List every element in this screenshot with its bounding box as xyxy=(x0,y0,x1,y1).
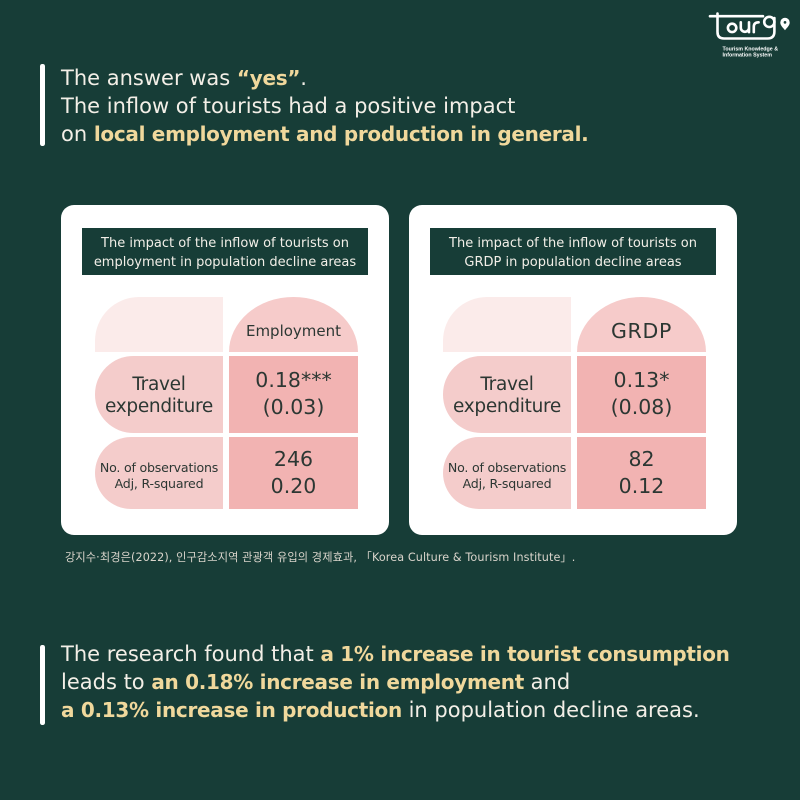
grdp-table-card: The impact of the inflow of tourists on … xyxy=(409,205,737,535)
intro-line-3: on local employment and production in ge… xyxy=(61,120,589,148)
text-segment: The research found that xyxy=(61,642,321,666)
cell-line: (0.03) xyxy=(262,395,325,420)
conclusion-line-2: leads to an 0.18% increase in employment… xyxy=(61,668,730,696)
cell-line: 0.20 xyxy=(270,473,317,498)
conclusion-line-1: The research found that a 1% increase in… xyxy=(61,640,730,668)
cell-line: 0.13* xyxy=(613,368,670,393)
cell-line: Travel xyxy=(480,373,534,395)
cell-line: expenditure xyxy=(105,395,213,417)
text-segment: The inflow of tourists had a positive im… xyxy=(61,94,516,118)
employment-row1-label-cell: Travel expenditure xyxy=(95,356,223,433)
employment-table-title: The impact of the inflow of tourists on … xyxy=(82,228,368,275)
cell-line: Adj, R-squared xyxy=(114,476,204,492)
grdp-column-header-cell: GRDP xyxy=(577,297,706,352)
text-segment: leads to xyxy=(61,670,152,694)
tour9-logo: Tourism Knowledge & Information System xyxy=(695,2,795,60)
cell-line: No. of observations xyxy=(447,459,567,475)
employment-table-corner-cell xyxy=(95,297,223,352)
conclusion-line-3: a 0.13% increase in production in popula… xyxy=(61,696,730,724)
cell-line: Travel xyxy=(132,373,186,395)
grdp-row1-value-cell: 0.13* (0.08) xyxy=(577,356,706,433)
tour9-wordmark xyxy=(708,12,776,40)
cell-line: 246 xyxy=(273,446,314,471)
grdp-row2-label-cell: No. of observations Adj, R-squared xyxy=(443,436,571,509)
text-segment: . xyxy=(300,66,307,90)
text-segment: on xyxy=(61,122,94,146)
employment-table-card: The impact of the inflow of tourists on … xyxy=(61,205,389,535)
employment-column-header-cell: Employment xyxy=(229,297,358,352)
cell-line: (0.08) xyxy=(610,395,673,420)
citation: 강지수·최경은(2022), 인구감소지역 관광객 유입의 경제효과, 「Kor… xyxy=(65,551,576,564)
employment-row2-label-cell: No. of observations Adj, R-squared xyxy=(95,436,223,509)
grdp-row1-label-cell: Travel expenditure xyxy=(443,356,571,433)
highlighted-text: an 0.18% increase in employment xyxy=(151,670,524,694)
cell-line: 82 xyxy=(628,446,655,471)
conclusion-accent-bar xyxy=(40,645,45,725)
logo-tagline-line2: Information System xyxy=(723,53,773,59)
text-segment: and xyxy=(524,670,571,694)
cell-line: 0.12 xyxy=(618,473,665,498)
location-pin-hole xyxy=(783,21,787,24)
highlighted-text: local employment and production in gener… xyxy=(93,122,589,146)
highlighted-text: a 1% increase in tourist consumption xyxy=(320,642,730,666)
location-pin-icon xyxy=(780,17,790,31)
text-segment: in population decline areas. xyxy=(401,698,700,722)
cell-line: Adj, R-squared xyxy=(462,476,552,492)
cell-line: 0.18*** xyxy=(255,368,332,393)
grdp-table-corner-cell xyxy=(443,297,571,352)
text-segment: The answer was xyxy=(61,66,237,90)
intro-accent-bar xyxy=(40,64,45,146)
logo-tagline-line1: Tourism Knowledge & xyxy=(723,47,779,53)
grdp-row2-value-cell: 82 0.12 xyxy=(577,436,706,509)
grdp-table-title: The impact of the inflow of tourists on … xyxy=(430,228,716,275)
tour9-logo-icon: Tourism Knowledge & Information System xyxy=(708,12,790,59)
employment-row2-value-cell: 246 0.20 xyxy=(229,436,358,509)
cell-line: expenditure xyxy=(453,395,561,417)
intro-line-2: The inflow of tourists had a positive im… xyxy=(61,92,588,120)
highlighted-text: “yes” xyxy=(236,66,301,90)
intro-line-1: The answer was “yes”. xyxy=(61,64,588,92)
employment-row1-value-cell: 0.18*** (0.03) xyxy=(229,356,358,433)
cell-line: No. of observations xyxy=(99,459,219,475)
highlighted-text: a 0.13% increase in production xyxy=(61,698,402,722)
